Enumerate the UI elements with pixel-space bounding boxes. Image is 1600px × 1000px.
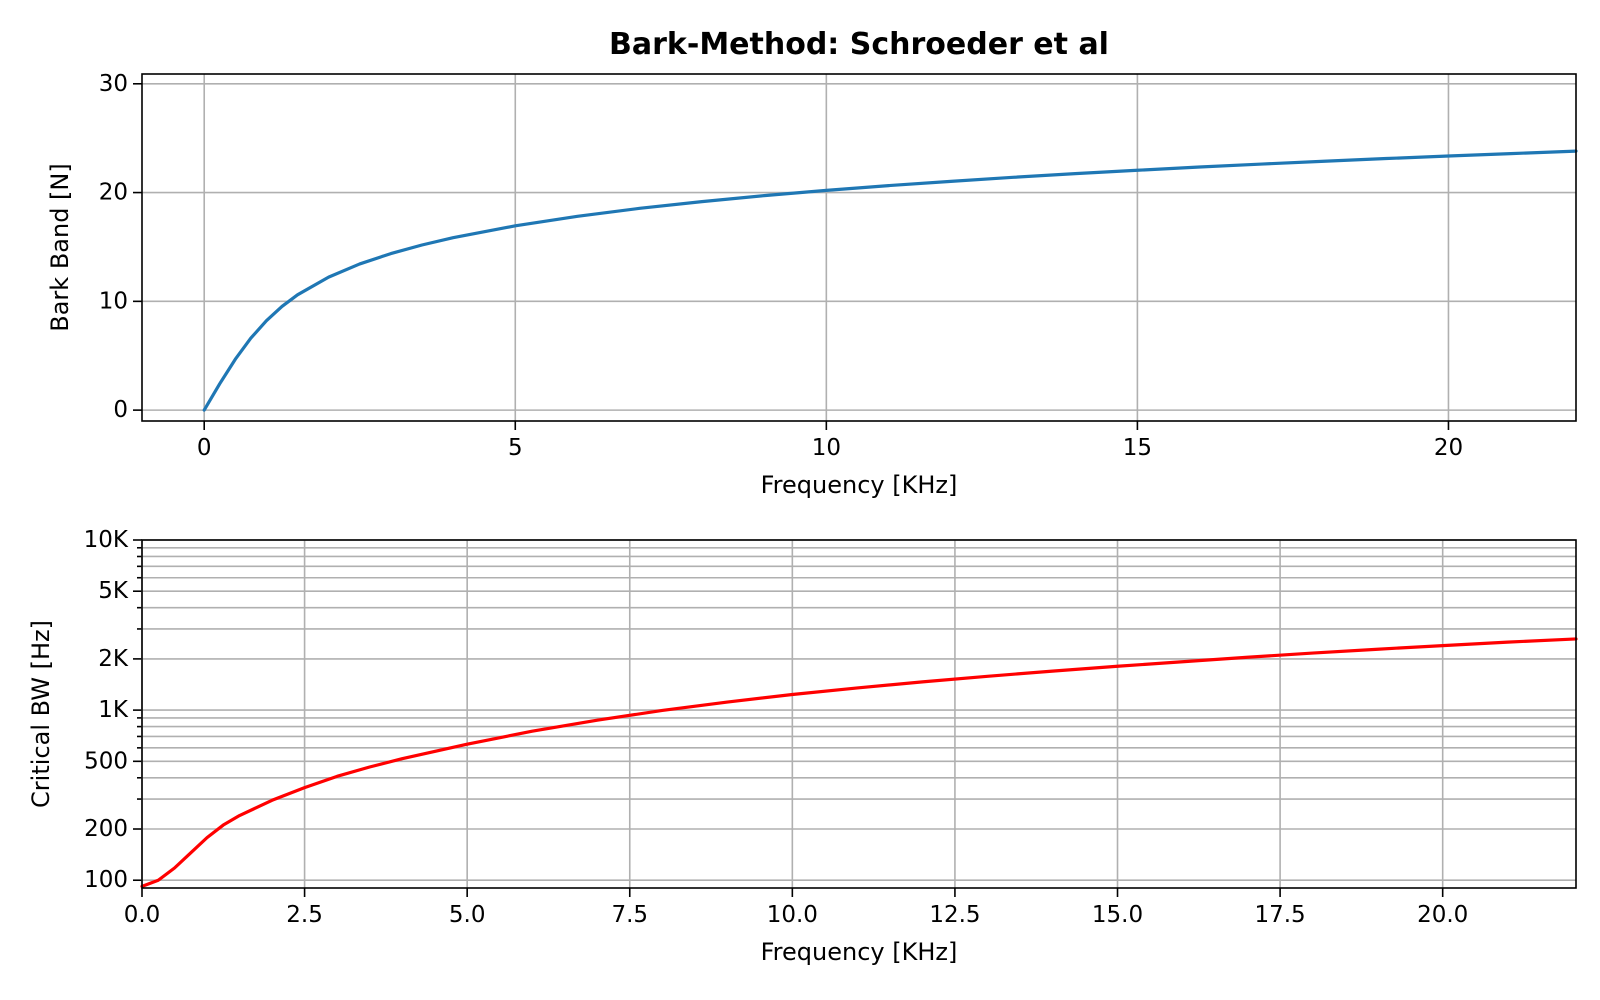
chart1-x-tick-label: 0.0 <box>124 902 161 928</box>
chart1-axes-frame <box>141 539 1577 889</box>
chart0-x-tick-label: 20 <box>1434 435 1463 461</box>
chart1-y-tick-label: 500 <box>84 748 128 774</box>
chart1-y-tick-label: 1K <box>98 697 129 723</box>
chart0-y-tick-label: 0 <box>113 397 128 423</box>
chart1-x-tick-label: 5.0 <box>449 902 486 928</box>
chart1-x-tick-label: 2.5 <box>286 902 323 928</box>
chart0-title: Bark-Method: Schroeder et al <box>609 27 1109 62</box>
chart0-y-tick-label: 10 <box>99 288 128 314</box>
chart1-y-tick-label: 10K <box>84 527 129 553</box>
chart1-x-tick-label: 10.0 <box>767 902 818 928</box>
chart0-x-tick-label: 15 <box>1123 435 1152 461</box>
chart1-y-tick-label: 100 <box>84 867 128 893</box>
chart0-series-line-0 <box>202 149 1578 412</box>
chart1-x-tick-label: 15.0 <box>1092 902 1143 928</box>
chart1-series-line-0 <box>140 637 1578 888</box>
chart1-x-axis-label: Frequency [KHz] <box>761 938 958 966</box>
chart1-x-tick-label: 12.5 <box>929 902 980 928</box>
chart0-y-tick-label: 30 <box>99 71 128 97</box>
chart0-x-tick-label: 5 <box>508 435 523 461</box>
chart0-x-axis-label: Frequency [KHz] <box>761 471 958 499</box>
chart0-y-axis-label: Bark Band [N] <box>46 163 74 332</box>
critical-bandwidth-plot: 100 200 500 1K 2K 5K 10K 0.0 2.5 5.0 7.5 10.0 12.5 15… <box>27 527 1578 966</box>
bark-band-plot: 0 10 20 30 0 5 10 15 20 Frequency [KHz] Bark Band … <box>46 27 1578 499</box>
chart1-x-tick-label: 20.0 <box>1417 902 1468 928</box>
chart0-x-tick-label: 10 <box>812 435 841 461</box>
chart1-y-axis-label: Critical BW [Hz] <box>27 620 55 808</box>
chart1-y-tick-label: 5K <box>98 578 129 604</box>
chart0-axes-frame <box>141 73 1577 422</box>
chart0-x-tick-label: 0 <box>197 435 212 461</box>
chart1-y-tick-label: 2K <box>98 646 129 672</box>
chart0-y-tick-label: 20 <box>99 180 128 206</box>
chart1-y-tick-label: 200 <box>84 816 128 842</box>
chart1-x-tick-label: 7.5 <box>611 902 648 928</box>
chart1-x-tick-label: 17.5 <box>1254 902 1305 928</box>
